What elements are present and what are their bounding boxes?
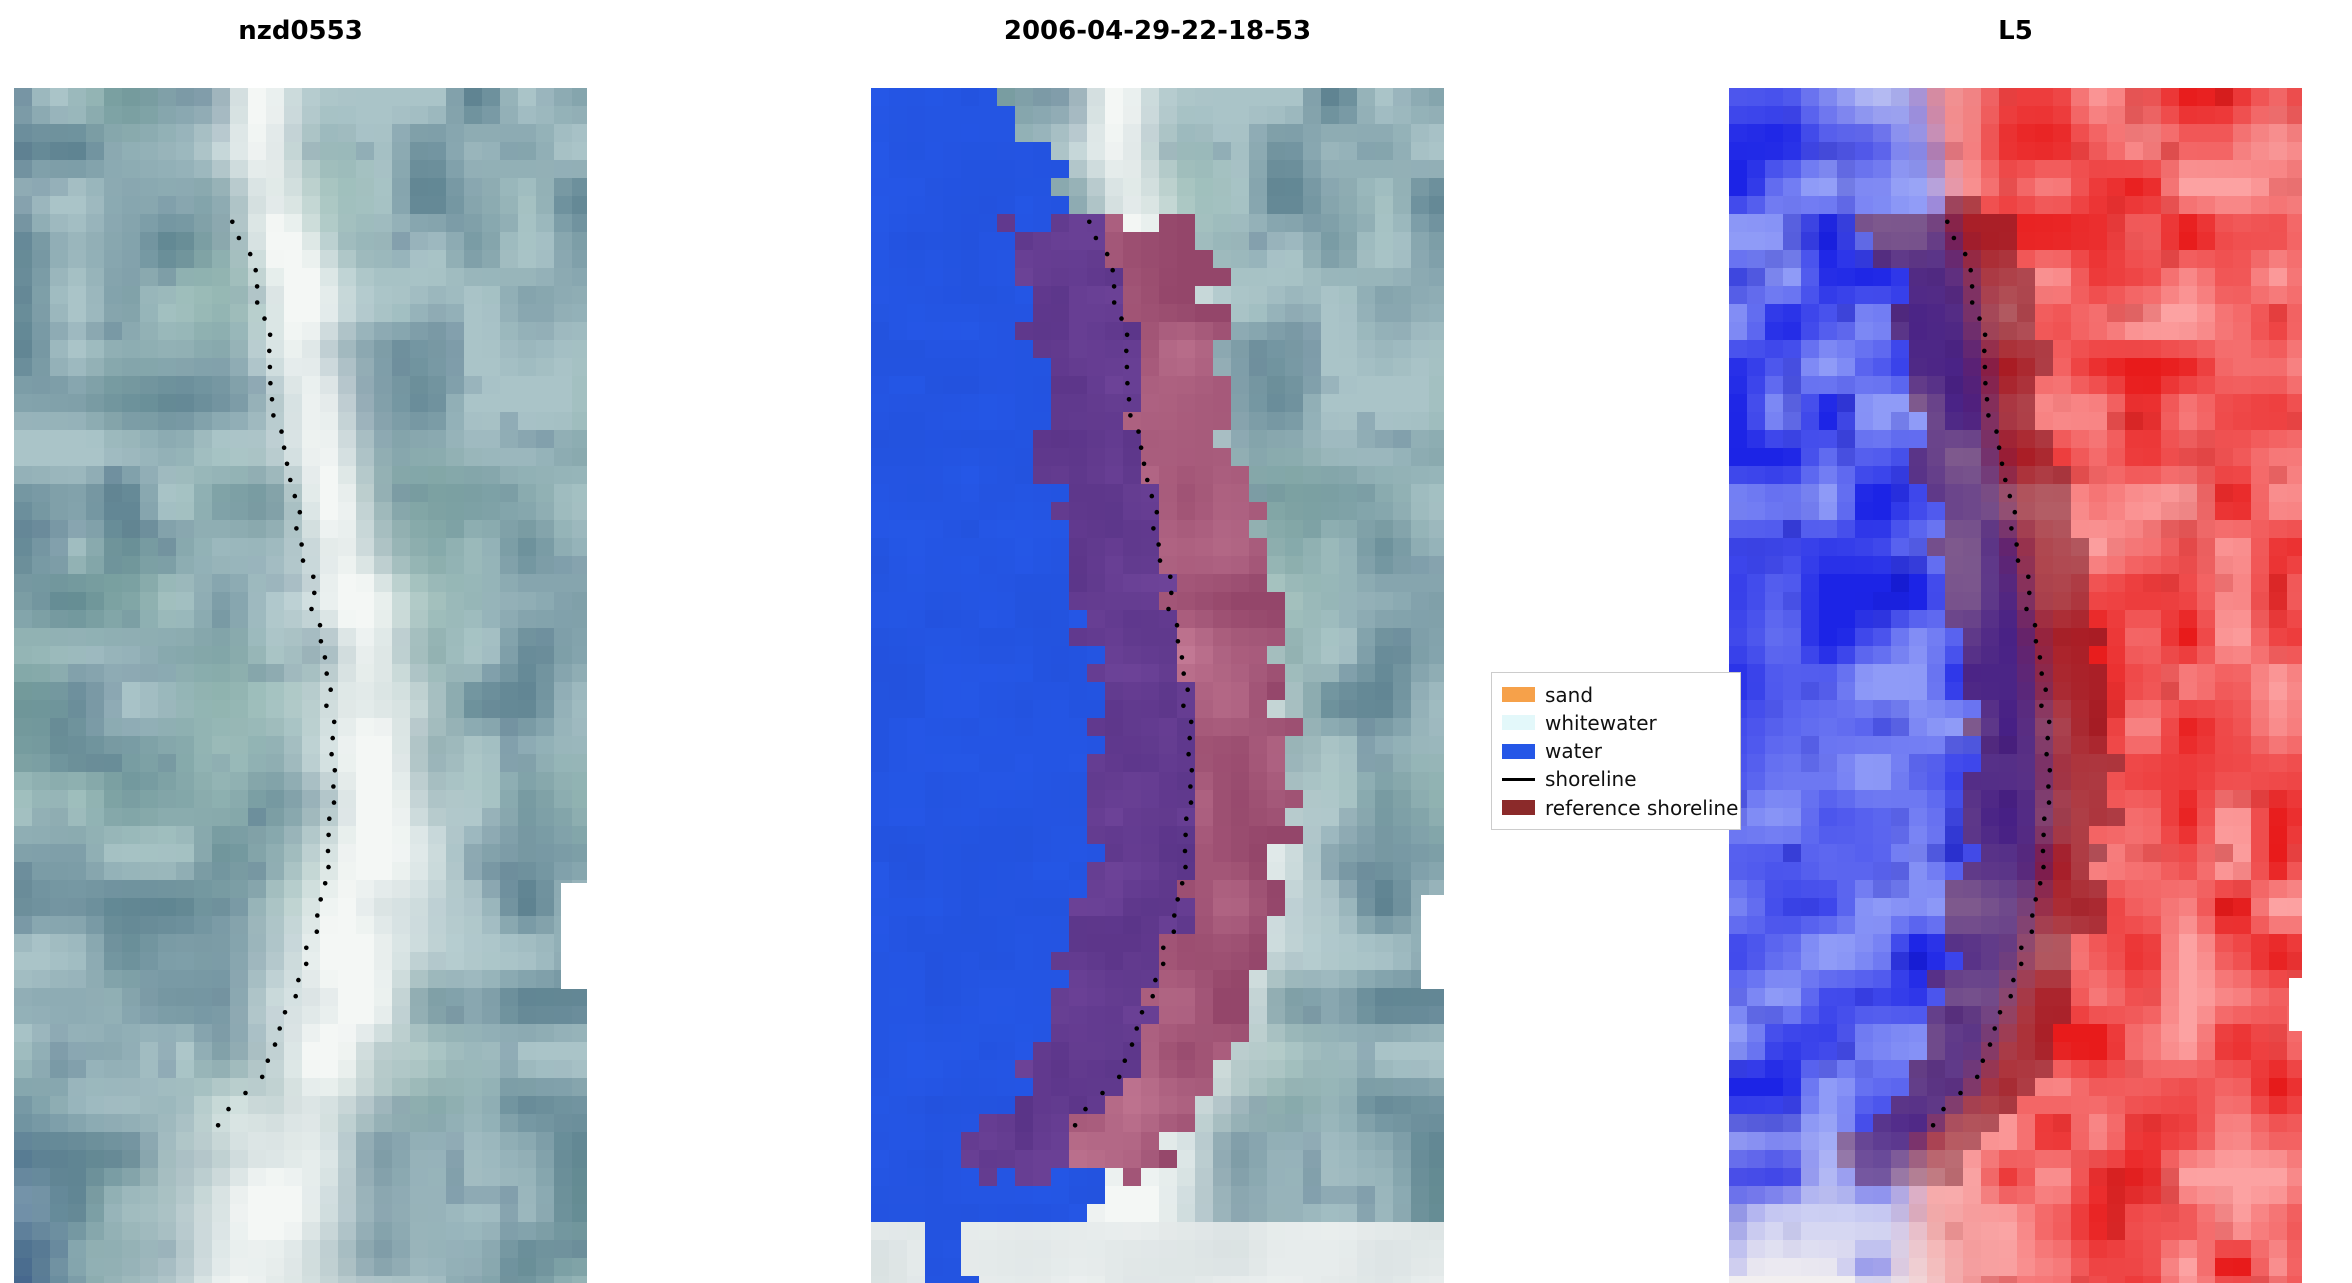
legend-label-shoreline: shoreline xyxy=(1545,767,1637,792)
legend-item-reference-shoreline: reference shoreline xyxy=(1502,794,1740,821)
legend-item-shoreline: shoreline xyxy=(1502,766,1740,793)
panel-image-falsecolor xyxy=(1729,88,2302,1283)
legend: sand whitewater water shoreline reference sh… xyxy=(1491,672,1741,830)
legend-item-water: water xyxy=(1502,738,1740,765)
panel-title-sitename: nzd0553 xyxy=(238,16,363,46)
panel-title-date: 2006-04-29-22-18-53 xyxy=(1003,16,1312,46)
legend-item-whitewater: whitewater xyxy=(1502,709,1740,736)
panel-title-satellite: L5 xyxy=(1998,16,2033,46)
legend-label-water: water xyxy=(1545,739,1602,763)
legend-item-sand: sand xyxy=(1502,681,1740,708)
legend-label-sand: sand xyxy=(1545,682,1594,707)
legend-swatch-water xyxy=(1502,743,1535,759)
panel-image-classification xyxy=(871,88,1444,1283)
legend-swatch-sand xyxy=(1502,687,1535,702)
legend-swatch-reference-shoreline xyxy=(1502,800,1535,815)
panel-image-rgb xyxy=(14,88,587,1283)
legend-swatch-whitewater xyxy=(1502,715,1535,731)
legend-line-shoreline xyxy=(1502,777,1535,781)
legend-label-whitewater: whitewater xyxy=(1545,710,1657,735)
legend-label-reference-shoreline: reference shoreline xyxy=(1545,795,1739,820)
